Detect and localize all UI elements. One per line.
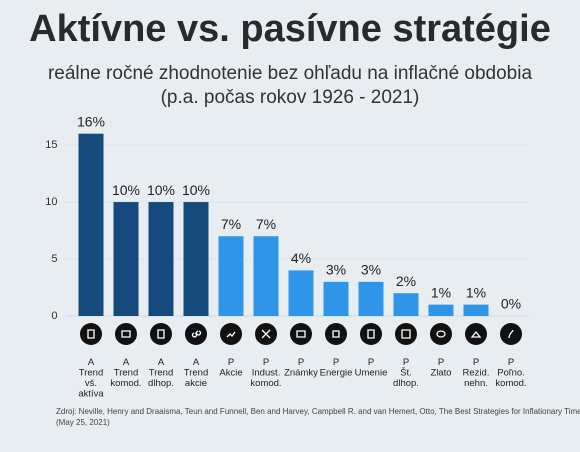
bar bbox=[113, 202, 139, 316]
category-icon-glyph bbox=[157, 329, 165, 339]
category-icon-glyph bbox=[436, 330, 446, 338]
chart-subtitle: (p.a. počas rokov 1926 - 2021) bbox=[161, 87, 420, 108]
x-tick-label: P Št. dlhop. bbox=[393, 357, 419, 389]
value-label: 3% bbox=[326, 262, 346, 278]
y-tick-label: 15 bbox=[45, 139, 57, 151]
category-icon bbox=[115, 323, 137, 345]
category-icon bbox=[80, 323, 102, 345]
value-label: 2% bbox=[396, 273, 416, 289]
y-tick-label: 5 bbox=[51, 253, 57, 265]
bar bbox=[253, 236, 279, 316]
value-label: 10% bbox=[182, 182, 210, 198]
category-icon bbox=[325, 323, 347, 345]
bar bbox=[463, 304, 489, 316]
value-label: 1% bbox=[466, 284, 486, 300]
chart-title: Aktívne vs. pasívne stratégie bbox=[29, 8, 551, 50]
value-label: 7% bbox=[256, 216, 276, 232]
value-label: 4% bbox=[291, 250, 311, 266]
value-label: 10% bbox=[147, 182, 175, 198]
x-tick-label: A Trend komod. bbox=[110, 357, 141, 389]
category-icon-glyph bbox=[87, 329, 95, 339]
y-tick-label: 0 bbox=[51, 310, 57, 322]
x-tick-label: A Trend vš. aktíva bbox=[78, 357, 104, 400]
bar bbox=[393, 293, 419, 316]
category-icon bbox=[290, 323, 312, 345]
x-tick-label: P Známky bbox=[284, 357, 318, 379]
category-icon-glyph bbox=[508, 329, 514, 339]
category-icon bbox=[150, 323, 172, 345]
category-icon-glyph bbox=[226, 331, 236, 338]
x-tick-label: P Umenie bbox=[355, 357, 388, 379]
x-tick-label: A Trend dlhop. bbox=[148, 357, 174, 389]
category-icon-glyph bbox=[261, 329, 271, 339]
bar bbox=[183, 202, 209, 316]
x-tick-label: P Akcie bbox=[219, 357, 242, 379]
bar bbox=[78, 133, 104, 316]
x-tick-label: P Poľno. komod. bbox=[495, 357, 526, 389]
category-icon bbox=[465, 323, 487, 345]
category-icon-glyph bbox=[191, 330, 202, 338]
value-label: 7% bbox=[221, 216, 241, 232]
value-label: 0% bbox=[501, 296, 521, 312]
category-icon bbox=[360, 323, 382, 345]
chart-subtitle: reálne ročné zhodnotenie bez ohľadu na i… bbox=[48, 63, 533, 84]
value-label: 10% bbox=[112, 182, 140, 198]
category-icon bbox=[220, 323, 242, 345]
category-icon bbox=[500, 323, 522, 345]
category-icon bbox=[395, 323, 417, 345]
category-icon-glyph bbox=[121, 330, 131, 338]
value-label: 3% bbox=[361, 262, 381, 278]
value-label: 16% bbox=[77, 113, 105, 129]
bar bbox=[428, 304, 454, 316]
x-tick-label: A Trend akcie bbox=[184, 357, 208, 389]
category-icon-glyph bbox=[296, 330, 306, 338]
x-tick-label: P Energie bbox=[320, 357, 353, 379]
category-icon-glyph bbox=[401, 329, 411, 339]
category-icon-glyph bbox=[367, 329, 375, 339]
source-note: Zdroj: Neville, Henry and Draaisma, Teun… bbox=[56, 407, 580, 427]
bar bbox=[218, 236, 244, 316]
category-icon-glyph bbox=[332, 330, 340, 338]
x-tick-label: P Rezid. nehn. bbox=[463, 357, 490, 389]
bar bbox=[323, 281, 349, 316]
category-icon bbox=[430, 323, 452, 345]
value-label: 1% bbox=[431, 284, 451, 300]
x-tick-label: P Zlato bbox=[430, 357, 451, 379]
category-icon-glyph bbox=[470, 330, 482, 338]
y-tick-label: 10 bbox=[45, 196, 57, 208]
bar bbox=[288, 270, 314, 316]
x-tick-label: P Indust. komod. bbox=[250, 357, 281, 389]
bar bbox=[148, 202, 174, 316]
bar bbox=[358, 281, 384, 316]
